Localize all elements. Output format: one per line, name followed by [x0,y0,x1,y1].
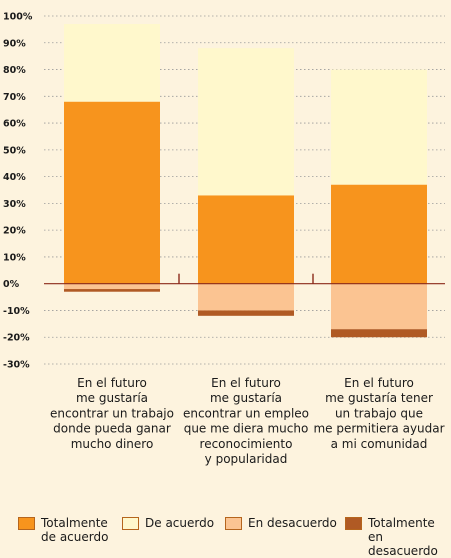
legend-item: Totalmente en desacuerdo [345,516,451,558]
legend-swatch [225,517,242,530]
bar-segment [198,195,294,284]
bar-segment [64,289,160,292]
legend-label: Totalmente en desacuerdo [368,516,438,558]
y-tick-label: 20% [3,226,26,237]
category-label: En el futuro me gustaría encontrar un empl… [183,376,309,466]
y-tick-label: 100% [3,12,33,23]
y-tick-label: 60% [3,119,26,130]
stacked-bar-chart: 100% 90% 80% 70% 60% 50% 40% 30% 20% 10% 0% -10% -20… [3,12,445,466]
legend-swatch [345,517,362,530]
y-tick-label: 10% [3,252,26,263]
y-tick-label: 30% [3,199,26,210]
legend-swatch [122,517,139,530]
bar-segment [64,24,160,102]
y-tick-label: 40% [3,172,26,183]
bar-segment [64,101,160,284]
y-tick-label: 50% [3,145,26,156]
bar-segment [198,48,294,196]
legend-swatch [18,517,35,530]
y-tick-label: 80% [3,65,26,76]
legend-label: De acuerdo [145,516,215,530]
y-tick-label: -30% [3,360,30,371]
legend-item: De acuerdo [122,516,214,530]
category-label: En el futuro me gustaría encontrar un trab… [50,376,174,451]
bar-segment [331,283,427,330]
y-tick-label: 70% [3,92,26,103]
bar-segment [331,329,427,338]
legend: Totalmente de acuerdo De acuerdo En desacu… [0,512,451,558]
bar-segment [331,184,427,284]
legend-label: Totalmente de acuerdo [41,516,109,544]
bar-segment [198,283,294,311]
bar-segment [198,310,294,316]
y-tick-label: 90% [3,38,26,49]
legend-item: Totalmente de acuerdo [18,516,108,544]
bar-segment [64,283,160,290]
legend-label: En desacuerdo [248,516,337,530]
y-tick-label: 0% [3,279,20,290]
category-label: En el futuro me gustaría tener un trabajo … [313,376,444,451]
legend-item: En desacuerdo [225,516,337,530]
y-tick-label: -10% [3,306,30,317]
bar-segment [331,69,427,185]
y-tick-label: -20% [3,333,30,344]
